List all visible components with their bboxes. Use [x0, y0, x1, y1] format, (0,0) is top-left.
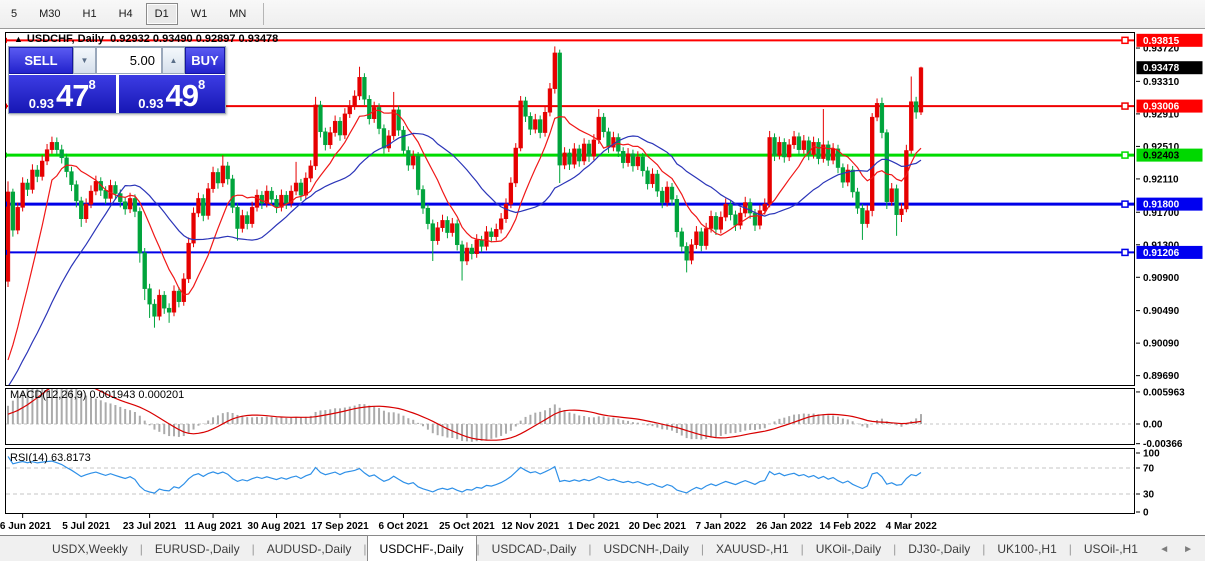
svg-text:0.93720: 0.93720 [1143, 44, 1180, 55]
svg-text:0.92110: 0.92110 [1143, 174, 1179, 185]
tab-separator: | [982, 542, 986, 556]
tab-separator: | [588, 542, 592, 556]
tab-separator: | [139, 542, 143, 556]
tabs-scroll-right-icon[interactable]: ► [1183, 543, 1193, 555]
tab-separator: | [893, 542, 897, 556]
timeframe-button-h1[interactable]: H1 [82, 8, 97, 20]
chart-tab-ukoil-daily[interactable]: UKOil-,Daily [815, 542, 882, 556]
svg-text:0.00: 0.00 [1143, 420, 1163, 431]
timeframe-button-mn[interactable]: MN [229, 8, 247, 20]
svg-text:0: 0 [1143, 508, 1149, 519]
price-up-icon: ▲ [14, 34, 23, 44]
svg-text:17 Sep 2021: 17 Sep 2021 [311, 521, 369, 532]
svg-text:11 Aug 2021: 11 Aug 2021 [184, 521, 242, 532]
tab-separator: | [800, 542, 804, 556]
chart-tab-usdx-weekly[interactable]: USDX,Weekly [52, 542, 128, 556]
chevron-up-icon: ▲ [169, 56, 178, 65]
svg-text:0.005963: 0.005963 [1143, 387, 1185, 398]
svg-text:0.93006: 0.93006 [1143, 102, 1180, 113]
chart-tab-usdchf-daily[interactable]: USDCHF-,Daily [366, 535, 477, 561]
buy-button[interactable]: BUY [185, 47, 225, 74]
svg-text:70: 70 [1143, 464, 1155, 475]
sell-button[interactable]: SELL [9, 47, 73, 74]
chevron-down-icon: ▼ [80, 56, 89, 65]
svg-text:4 Mar 2022: 4 Mar 2022 [886, 521, 938, 532]
bid-prefix: 0.93 [28, 96, 55, 111]
svg-text:16 Jun 2021: 16 Jun 2021 [0, 521, 51, 532]
volume-input[interactable]: 5.00 [96, 47, 162, 74]
svg-text:6 Oct 2021: 6 Oct 2021 [378, 521, 428, 532]
svg-text:30 Aug 2021: 30 Aug 2021 [248, 521, 306, 532]
svg-text:0.92910: 0.92910 [1143, 109, 1180, 120]
svg-text:14 Feb 2022: 14 Feb 2022 [819, 521, 876, 532]
chart-title: ▲ USDCHF, Daily 0.92932 0.93490 0.92897 0… [14, 33, 278, 45]
svg-text:25 Oct 2021: 25 Oct 2021 [439, 521, 495, 532]
toolbar-separator [263, 3, 265, 25]
timeframe-button-h4[interactable]: H4 [118, 8, 133, 20]
svg-text:0.89690: 0.89690 [1143, 371, 1180, 382]
chart-tab-xauusd-h1[interactable]: XAUUSD-,H1 [715, 542, 789, 556]
chart-tab-usoil-h1[interactable]: USOil-,H1 [1083, 542, 1138, 556]
chart-tab-bar: USDX,Weekly | EURUSD-,Daily | AUDUSD-,Daily |… [0, 535, 1205, 561]
chart-tab-usdcnh-daily[interactable]: USDCNH-,Daily [603, 542, 689, 556]
chart-symbol-label: USDCHF, Daily [26, 33, 104, 45]
svg-text:20 Dec 2021: 20 Dec 2021 [629, 521, 687, 532]
tab-separator: | [1068, 542, 1072, 556]
timeframe-button-w1[interactable]: W1 [190, 8, 208, 20]
svg-text:7 Jan 2022: 7 Jan 2022 [696, 521, 747, 532]
svg-text:0.92510: 0.92510 [1143, 142, 1180, 153]
chart-tab-uk100-h1[interactable]: UK100-,H1 [997, 542, 1057, 556]
timeframe-button-d1[interactable]: D1 [145, 3, 178, 25]
volume-increase-button[interactable]: ▲ [162, 47, 185, 74]
svg-text:30: 30 [1143, 490, 1155, 501]
timeframe-button-m30[interactable]: M30 [39, 8, 61, 20]
tab-separator: | [251, 542, 255, 556]
svg-text:0.90900: 0.90900 [1143, 273, 1180, 284]
one-click-trade-panel: SELL ▼ 5.00 ▲ BUY 0.93 47 8 0.93 49 8 [8, 46, 226, 114]
ask-pipette: 8 [198, 77, 206, 92]
tab-separator: | [363, 542, 367, 556]
svg-text:0.91800: 0.91800 [1143, 200, 1180, 211]
svg-text:0.90490: 0.90490 [1143, 306, 1180, 317]
svg-text:12 Nov 2021: 12 Nov 2021 [501, 521, 559, 532]
timeframe-toolbar: 5 M30 H1 H4 D1 W1 MN [0, 0, 1205, 29]
timeframe-button-5[interactable]: 5 [11, 8, 18, 20]
tab-separator: | [700, 542, 704, 556]
svg-text:0.91300: 0.91300 [1143, 240, 1180, 251]
ask-prefix: 0.93 [138, 96, 164, 111]
chart-tab-usdcad-daily[interactable]: USDCAD-,Daily [491, 542, 577, 556]
svg-text:23 Jul 2021: 23 Jul 2021 [123, 521, 177, 532]
tabbar-left-pad [0, 536, 40, 561]
macd-label: MACD(12,26,9) 0.001943 0.000201 [10, 389, 185, 401]
svg-text:0.92403: 0.92403 [1143, 151, 1180, 162]
bid-big-digits: 47 [56, 78, 89, 113]
volume-decrease-button[interactable]: ▼ [73, 47, 96, 74]
svg-text:0.93478: 0.93478 [1143, 63, 1180, 74]
chart-ohlc-values: 0.92932 0.93490 0.92897 0.93478 [110, 33, 279, 45]
bid-pipette: 8 [88, 77, 96, 92]
svg-text:5 Jul 2021: 5 Jul 2021 [62, 521, 110, 532]
svg-text:0.93310: 0.93310 [1143, 77, 1180, 88]
chart-tab-dj30-daily[interactable]: DJ30-,Daily [908, 542, 971, 556]
tab-separator: | [476, 542, 480, 556]
svg-text:26 Jan 2022: 26 Jan 2022 [756, 521, 813, 532]
svg-text:0.93815: 0.93815 [1143, 36, 1180, 47]
rsi-label: RSI(14) 63.8173 [10, 452, 91, 464]
svg-text:100: 100 [1143, 449, 1160, 460]
ask-price-button[interactable]: 0.93 49 8 [118, 75, 225, 113]
svg-text:0.91206: 0.91206 [1143, 248, 1180, 259]
svg-text:-0.00366: -0.00366 [1143, 439, 1183, 450]
svg-text:0.91700: 0.91700 [1143, 208, 1180, 219]
bid-price-button[interactable]: 0.93 47 8 [9, 75, 116, 113]
chart-tab-audusd-daily[interactable]: AUDUSD-,Daily [266, 542, 352, 556]
svg-text:0.90090: 0.90090 [1143, 339, 1180, 350]
chart-tab-eurusd-daily[interactable]: EURUSD-,Daily [154, 542, 240, 556]
svg-text:1 Dec 2021: 1 Dec 2021 [568, 521, 620, 532]
tabs-scroll-left-icon[interactable]: ◄ [1159, 543, 1170, 555]
ask-big-digits: 49 [165, 78, 199, 113]
